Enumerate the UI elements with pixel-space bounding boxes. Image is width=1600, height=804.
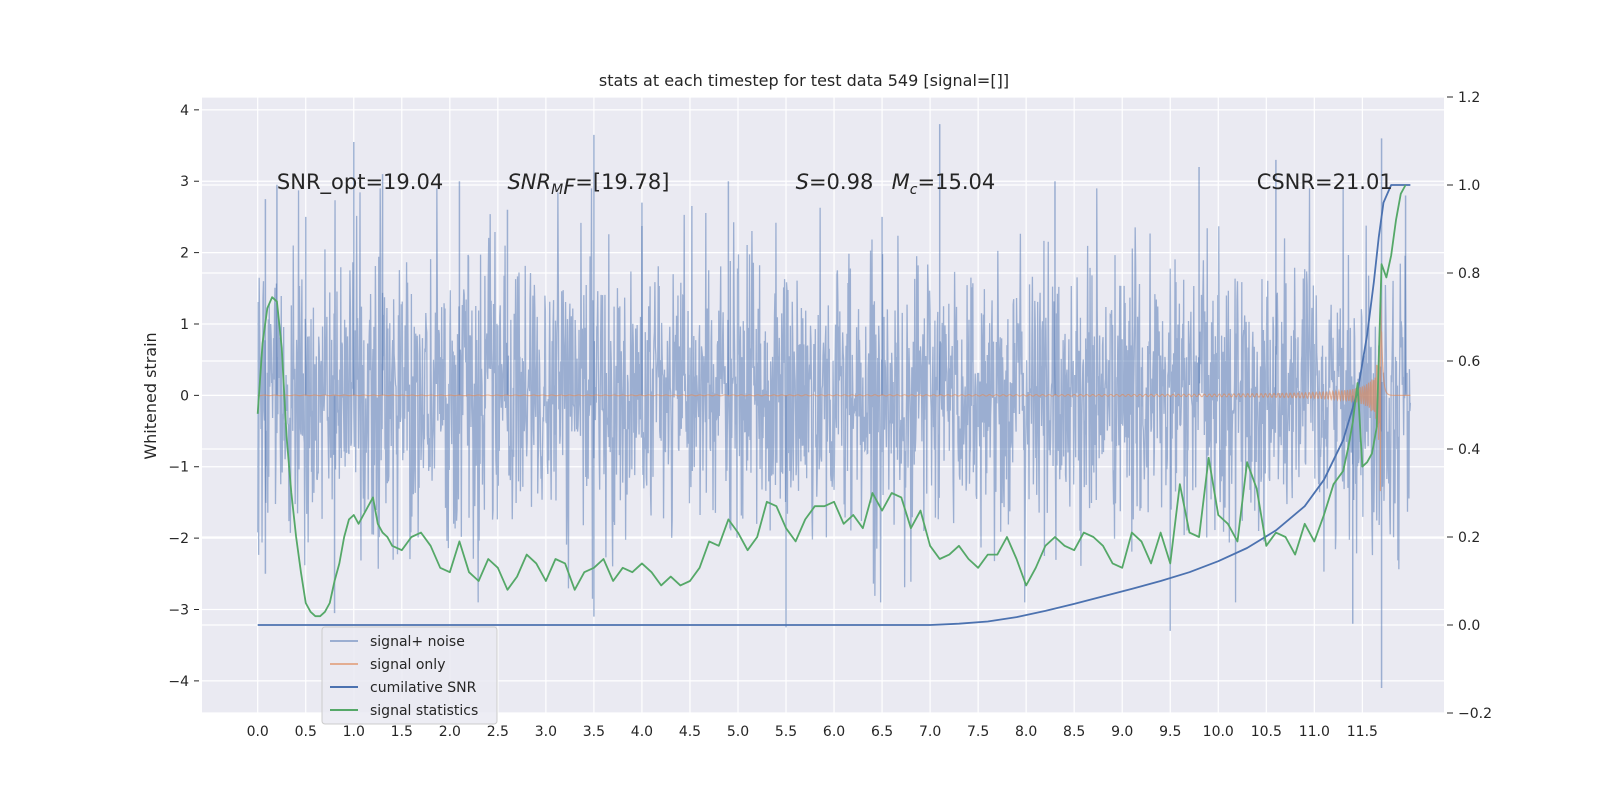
y2-tick-label: 0.4 [1458,442,1480,458]
y2-tick-label: 1.2 [1458,90,1480,106]
x-tick-label: 2.5 [487,724,509,740]
x-tick-label: 5.0 [727,724,749,740]
x-tick-label: 7.0 [919,724,941,740]
x-tick-label: 9.5 [1159,724,1181,740]
x-tick-label: 1.0 [343,724,365,740]
y2-tick-label: 0.6 [1458,354,1480,370]
x-tick-label: 8.5 [1063,724,1085,740]
legend: signal+ noise signal only cumilative SNR si… [321,626,498,725]
chart-title: stats at each timestep for test data 549… [599,71,1009,90]
x-tick-label: 0.0 [247,724,269,740]
signal-statistics-line [256,184,1407,618]
x-tick-label: 2.0 [439,724,461,740]
x-tick-label: 5.5 [775,724,797,740]
x-tick-label: 1.5 [391,724,413,740]
y2-tick-label: −0.2 [1458,706,1492,722]
y-tick-label: −2 [168,531,189,547]
y-axis-right: 1.2 1.0 0.8 0.6 0.4 0.2 0.0 −0.2 [1447,90,1492,722]
series-signal-statistics [256,184,1407,618]
cumulative-snr-line [257,184,1411,626]
y-tick-label: −1 [168,460,189,476]
y2-tick-label: 0.0 [1458,618,1480,634]
annotation-text: SNR_opt=19.04 [277,170,443,195]
y-tick-label: 1 [180,317,189,333]
y2-tick-label: 0.2 [1458,530,1480,546]
legend-label: signal+ noise [370,634,465,650]
x-tick-label: 10.0 [1203,724,1234,740]
series-signal-noise [257,124,1412,689]
annotation-text: S=0.98 [796,170,874,194]
x-tick-label: 4.0 [631,724,653,740]
annotation-text: Mc=15.04 [892,170,996,198]
x-tick-label: 3.0 [535,724,557,740]
y-tick-label: 3 [180,174,189,190]
y-axis-left: 4 3 2 1 0 −1 −2 −3 −4 [168,103,199,690]
y-tick-label: 0 [180,388,189,404]
x-tick-label: 7.5 [967,724,989,740]
signal-trace [257,283,1411,492]
y-tick-label: 2 [180,246,189,262]
x-tick-label: 4.5 [679,724,701,740]
y-tick-label: 4 [180,103,189,119]
y2-tick-label: 0.8 [1458,266,1480,282]
legend-label: signal statistics [370,703,478,719]
y-tick-label: −3 [168,603,189,619]
legend-label: cumilative SNR [370,680,477,696]
x-tick-label: 0.5 [295,724,317,740]
legend-label: signal only [370,657,445,673]
x-tick-label: 10.5 [1251,724,1282,740]
annotations: SNR_opt=19.04 SNRMF=[19.78] S=0.98 Mc=15.04… [277,170,1393,199]
y-axis-label: Whitened strain [141,332,160,459]
y-tick-label: −4 [168,674,189,690]
series-signal-only [257,283,1411,492]
x-tick-label: 3.5 [583,724,605,740]
series-cumulative-snr [257,184,1411,626]
x-tick-label: 11.5 [1347,724,1378,740]
x-tick-label: 6.0 [823,724,845,740]
x-tick-label: 6.5 [871,724,893,740]
annotation-text: SNRMF=[19.78] [507,170,669,199]
y2-tick-label: 1.0 [1458,178,1480,194]
x-tick-label: 11.0 [1299,724,1330,740]
x-tick-label: 8.0 [1015,724,1037,740]
annotation-text: CSNR=21.01 [1257,170,1393,194]
x-axis: 0.0 0.5 1.0 1.5 2.0 2.5 3.0 3.5 4.0 4.5 5.0 5.5 6.0 6… [247,724,1378,740]
legend-box [321,626,498,725]
plot-area [256,124,1412,689]
noise-trace [257,188,1412,603]
x-tick-label: 9.0 [1111,724,1133,740]
